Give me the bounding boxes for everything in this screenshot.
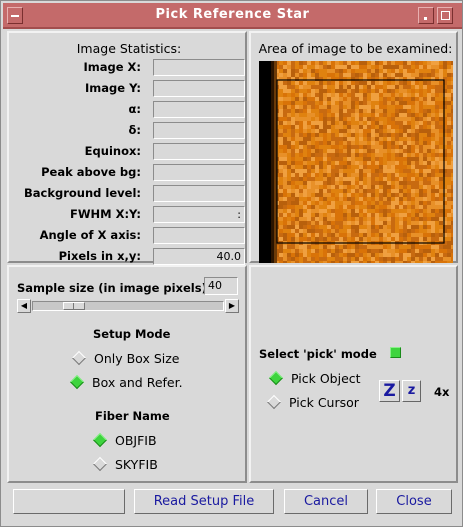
zoom-level-label: 4x [434,385,450,399]
stat-label: Angle of X axis: [39,228,141,242]
stat-value-field: : [153,206,245,223]
stat-label: Pixels in x,y: [58,249,141,263]
slider-thumb[interactable] [63,302,85,310]
stat-value-field: 40.0 [153,248,245,265]
minimize-icon [424,17,427,20]
slider-right-arrow-icon[interactable]: ▶ [225,299,239,313]
zoom-in-button[interactable]: Z [379,380,400,402]
stat-value-field [153,227,245,244]
stat-value-field [153,59,245,76]
window-title: Pick Reference Star [155,7,310,22]
stat-label: Image X: [83,60,141,74]
stat-label: δ: [128,123,142,137]
stat-label: Background level: [24,186,141,200]
radio-diamond-icon[interactable] [71,350,87,366]
pick-mode-label: Select 'pick' mode [259,347,377,361]
pick-mode-indicator [390,347,401,358]
image-statistics-panel: Image Statistics: Image X: Image Y: α: δ: Eq… [7,31,247,265]
stat-value-field [153,164,245,181]
sample-size-label: Sample size (in image pixels): [17,281,212,295]
setup-mode-title: Setup Mode [93,327,171,341]
radio-diamond-icon[interactable] [266,394,282,410]
window-menu-button[interactable] [7,7,23,24]
blank-button[interactable] [13,489,125,514]
title-bar[interactable]: Pick Reference Star [3,3,462,29]
sample-size-field[interactable]: 40 [204,277,238,295]
stat-label: α: [128,102,142,116]
pick-mode-panel: Select 'pick' mode Pick Object Pick Curs… [249,265,458,483]
image-pixels [259,61,453,263]
fiber-name-title: Fiber Name [95,409,170,423]
stat-label: Image Y: [85,81,141,95]
slider-trough[interactable] [32,301,224,311]
radio-diamond-icon[interactable] [268,370,284,386]
stat-label: FWHM X:Y: [69,207,141,221]
image-area-title: Area of image to be examined: [258,41,453,56]
image-area-panel: Area of image to be examined: [249,31,458,263]
close-button[interactable]: Close [376,489,452,514]
radio-diamond-icon[interactable] [92,456,108,472]
maximize-button[interactable] [437,7,453,24]
stat-label: Equinox: [84,144,141,158]
maximize-icon [441,11,450,20]
menu-bar-icon [11,15,19,17]
stat-value-field [153,122,245,139]
image-area-view[interactable] [259,61,453,263]
image-statistics-title: Image Statistics: [76,41,182,56]
sample-size-slider[interactable]: ◀ ▶ [17,299,239,313]
radio-diamond-icon[interactable] [69,374,85,390]
stat-value-field [153,80,245,97]
stat-value-field [153,185,245,202]
minimize-button[interactable] [418,7,434,24]
stat-value-field [153,143,245,160]
slider-left-arrow-icon[interactable]: ◀ [17,299,31,313]
stat-label: Peak above bg: [41,165,141,179]
cancel-button[interactable]: Cancel [284,489,368,514]
setup-panel: Sample size (in image pixels): 40 ◀ ▶ Se… [7,265,247,483]
zoom-out-button[interactable]: z [402,380,421,402]
stat-value-field [153,101,245,118]
radio-diamond-icon[interactable] [92,432,108,448]
read-setup-file-button[interactable]: Read Setup File [134,489,274,514]
